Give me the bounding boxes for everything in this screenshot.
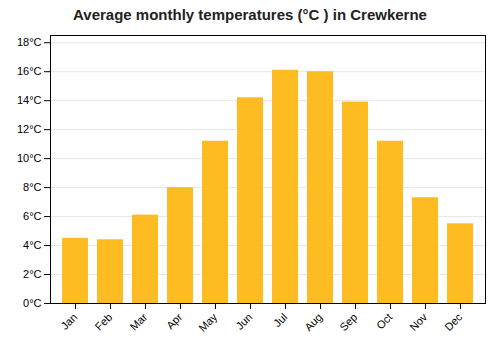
svg-text:6°C: 6°C — [23, 210, 42, 222]
svg-text:2°C: 2°C — [23, 268, 42, 280]
svg-text:4°C: 4°C — [23, 239, 42, 251]
svg-text:Dec: Dec — [442, 310, 465, 333]
svg-text:Jan: Jan — [58, 311, 79, 332]
svg-text:Nov: Nov — [407, 310, 430, 333]
svg-text:May: May — [196, 310, 220, 334]
svg-text:Jun: Jun — [233, 311, 254, 332]
svg-text:Oct: Oct — [374, 311, 395, 332]
svg-text:16°C: 16°C — [17, 65, 42, 77]
svg-text:8°C: 8°C — [23, 181, 42, 193]
svg-text:14°C: 14°C — [17, 94, 42, 106]
html-text:Average monthly temperatures (: Average monthly temperatures (°C ) in Cr… — [73, 6, 427, 23]
svg-text:0°C: 0°C — [23, 297, 42, 309]
svg-text:12°C: 12°C — [17, 123, 42, 135]
svg-text:Feb: Feb — [93, 311, 115, 333]
svg-text:18°C: 18°C — [17, 36, 42, 48]
svg-text:Sep: Sep — [337, 311, 359, 333]
svg-text:10°C: 10°C — [17, 152, 42, 164]
svg-text:Apr: Apr — [164, 311, 185, 332]
svg-text:Mar: Mar — [128, 311, 150, 333]
svg-text:Jul: Jul — [271, 311, 289, 329]
svg-text:Aug: Aug — [302, 311, 324, 333]
